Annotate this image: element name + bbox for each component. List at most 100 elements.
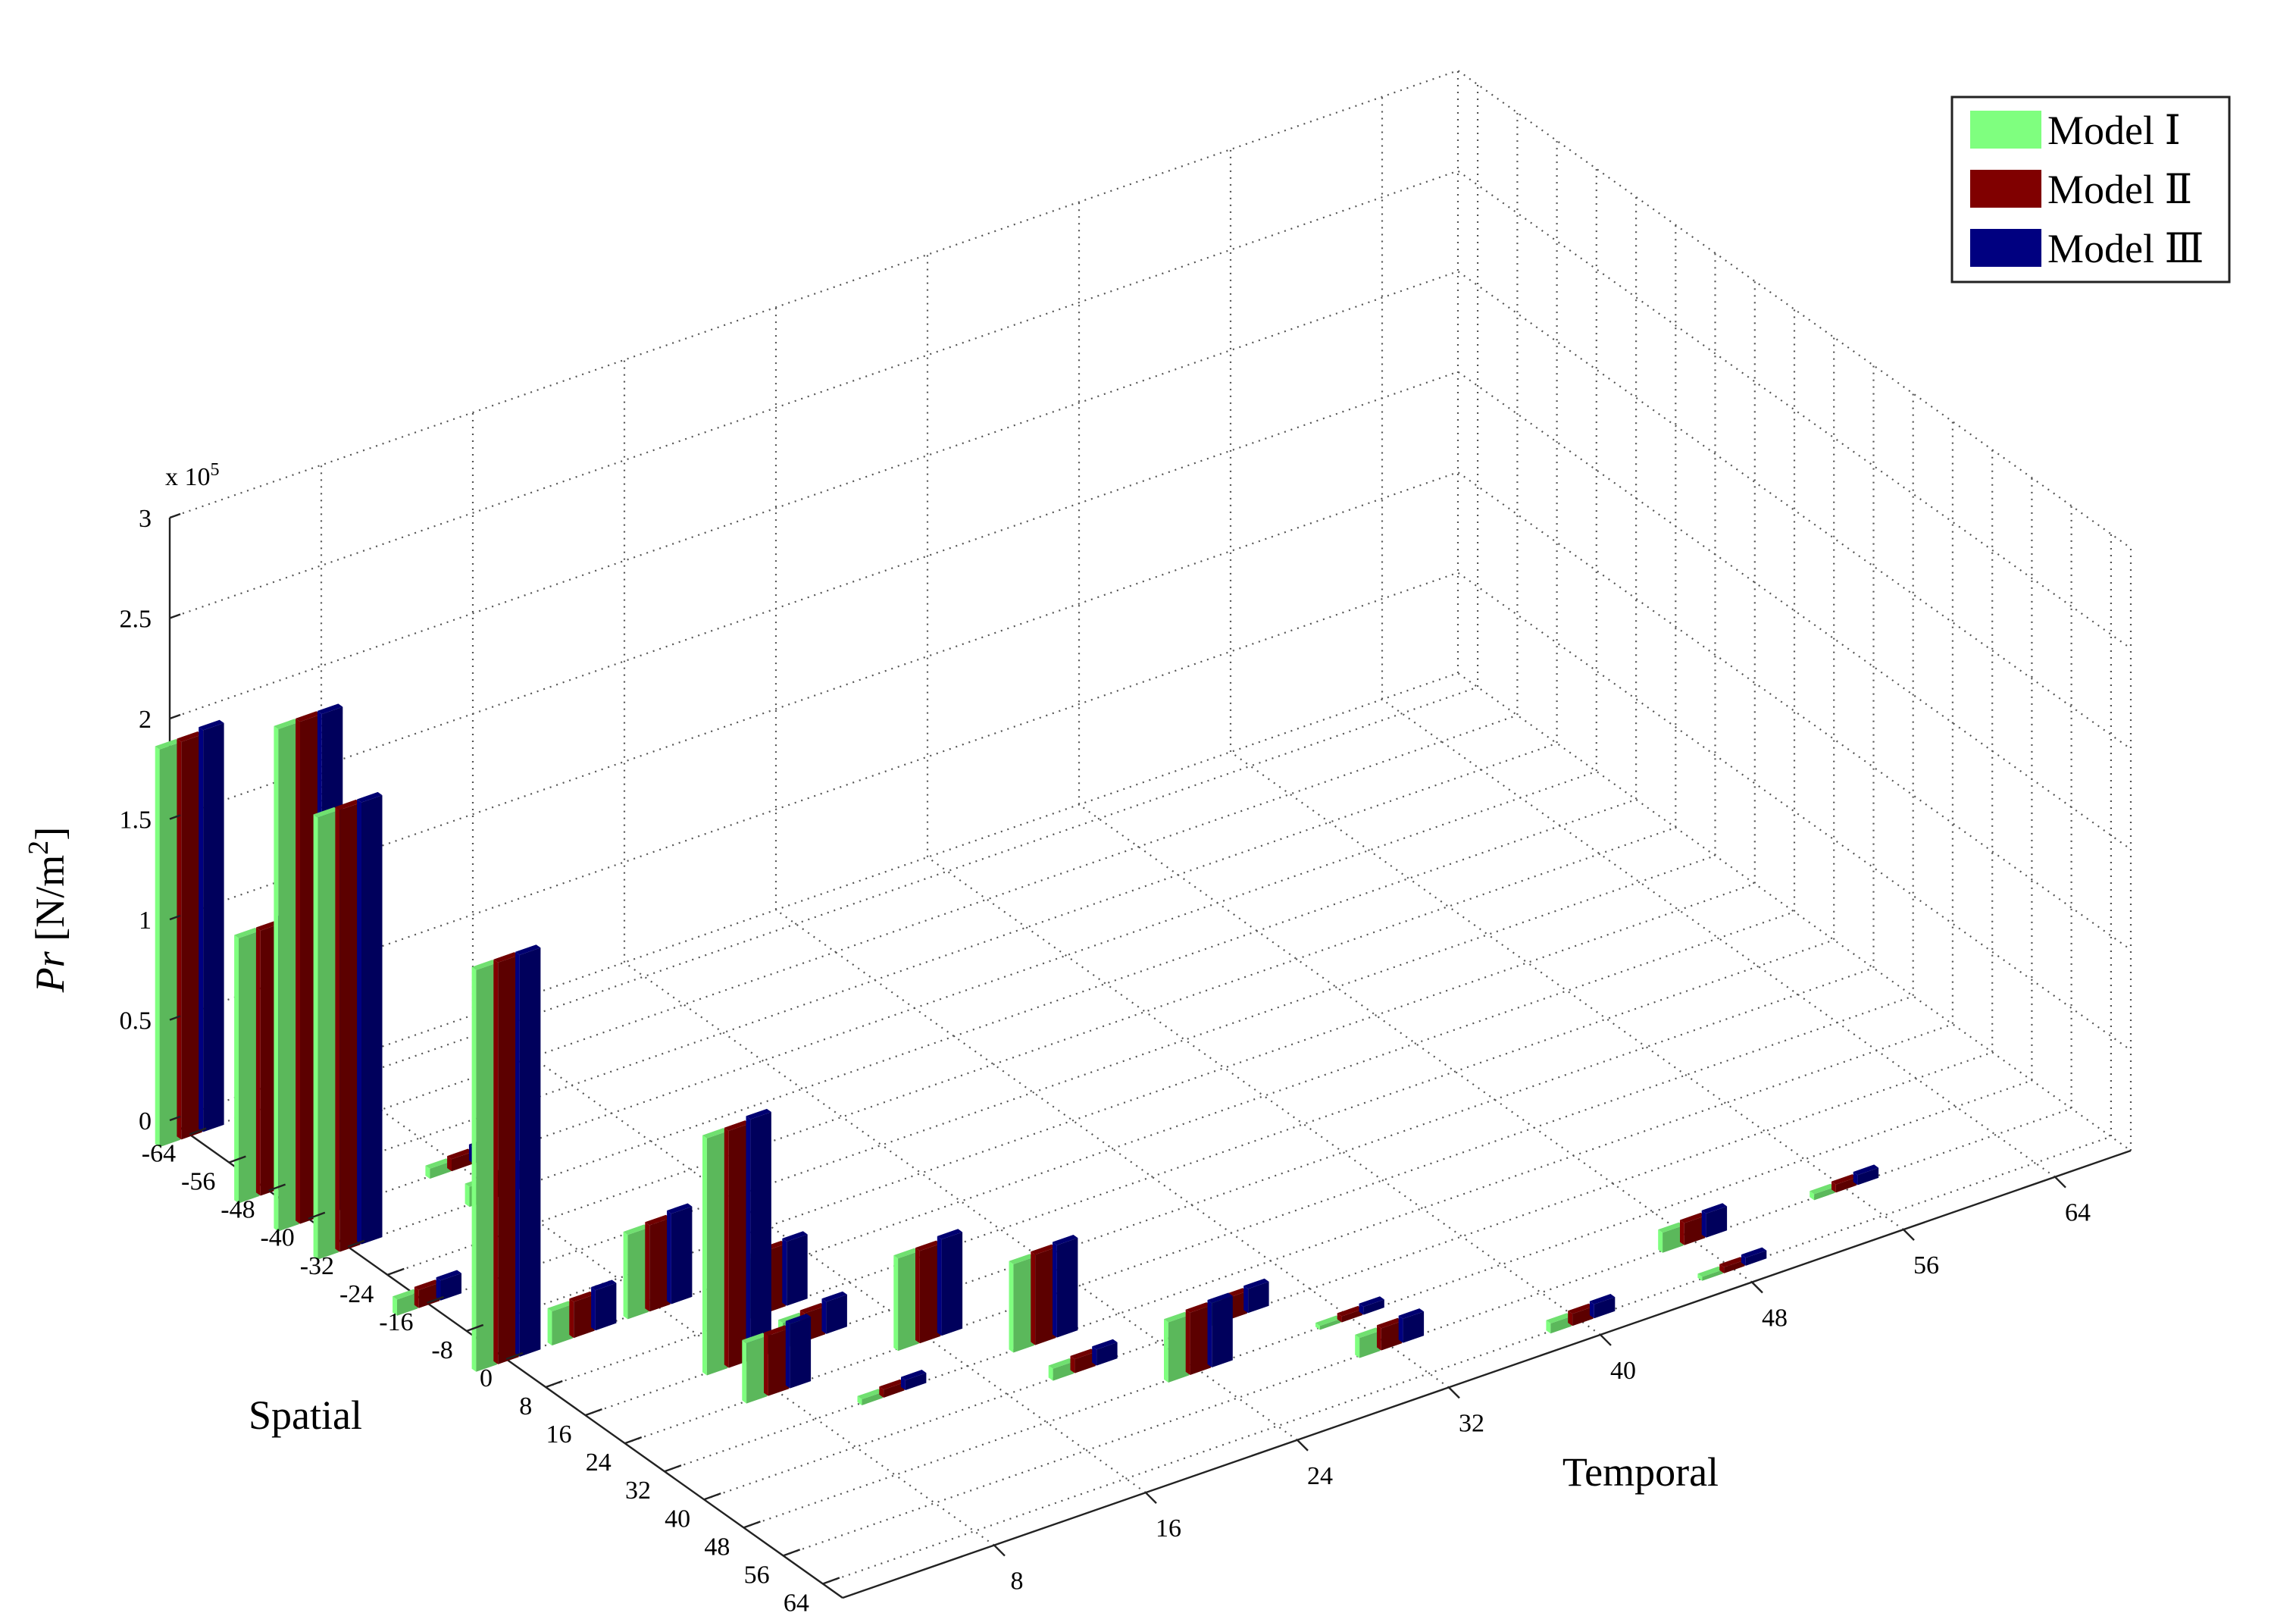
height-grid-line xyxy=(169,270,2132,750)
bar-model-2 xyxy=(915,1240,941,1344)
bar-face-top xyxy=(1053,1235,1078,1245)
spatial-tick xyxy=(427,1295,444,1304)
bar-face-side xyxy=(862,1392,883,1405)
bar-face-side xyxy=(1190,1305,1212,1375)
spatial-tick-label: -48 xyxy=(221,1196,255,1224)
bar-face-front xyxy=(1568,1311,1573,1326)
bar-face-top xyxy=(317,703,343,715)
bar-face-top xyxy=(1009,1254,1034,1264)
floor-grid-line xyxy=(466,280,1756,1332)
bar-face-side xyxy=(1248,1281,1269,1314)
bar-face-top xyxy=(547,1301,573,1312)
bar-face-front xyxy=(1355,1334,1360,1358)
bar-face-front xyxy=(893,1255,899,1351)
bar-model-1 xyxy=(893,1248,919,1351)
spatial-tick xyxy=(308,1211,326,1220)
spatial-tick-label: 32 xyxy=(625,1477,651,1505)
bar-face-top xyxy=(1031,1244,1056,1255)
bar-face-front xyxy=(667,1211,671,1304)
bar-model-3 xyxy=(357,791,383,1245)
spatial-tick xyxy=(347,1239,365,1248)
bar-face-side xyxy=(1035,1247,1056,1345)
bar-model-2 xyxy=(177,731,202,1140)
bar-model-1 xyxy=(1658,1222,1684,1253)
bar-face-front xyxy=(1741,1254,1746,1266)
floor-grid-line xyxy=(189,84,1479,1135)
bar-face-side xyxy=(1341,1309,1363,1323)
z-axis-title: Pr [N/m2] xyxy=(23,827,73,993)
bar-model-2 xyxy=(1831,1174,1857,1193)
bar-face-side xyxy=(595,1283,617,1331)
bar-face-side xyxy=(750,1112,771,1361)
bar-face-front xyxy=(274,725,279,1232)
bar-face-front xyxy=(702,1135,707,1376)
bar-face-side xyxy=(574,1294,595,1339)
bar-face-top xyxy=(778,1312,804,1323)
bar-face-front xyxy=(425,1165,430,1179)
bar-face-top xyxy=(1701,1203,1728,1214)
spatial-tick xyxy=(585,1408,602,1417)
bar-face-front xyxy=(1031,1251,1036,1345)
bar-face-side xyxy=(181,734,202,1140)
bar-model-3 xyxy=(1359,1296,1384,1315)
bar-face-side xyxy=(1724,1260,1745,1273)
bar-model-2 xyxy=(645,1214,671,1312)
legend-swatch-model-3 xyxy=(1970,229,2041,267)
bar-model-2 xyxy=(1070,1348,1096,1373)
bar-face-side xyxy=(706,1131,728,1376)
bar-model-1 xyxy=(425,1158,451,1179)
bar-face-side xyxy=(1381,1320,1403,1351)
spatial-tick xyxy=(624,1436,643,1445)
bar-face-side xyxy=(1168,1314,1190,1383)
spatial-tick-label: -8 xyxy=(431,1336,452,1364)
bar-model-1 xyxy=(471,960,497,1372)
bar-face-side xyxy=(203,722,224,1132)
bar-face-front xyxy=(1697,1273,1703,1281)
bar-face-front xyxy=(296,718,300,1224)
bar-face-front xyxy=(623,1232,628,1320)
bar-face-side xyxy=(1814,1186,1835,1201)
height-grid-line xyxy=(169,471,2132,951)
bar-face-front xyxy=(1546,1320,1551,1334)
bar-face-top xyxy=(1853,1164,1879,1176)
z-tick-label: 0 xyxy=(139,1107,152,1135)
bar-face-front xyxy=(1070,1355,1075,1373)
spatial-tick-label: -64 xyxy=(142,1140,176,1168)
bar-model-1 xyxy=(1009,1254,1034,1353)
bar-face-top xyxy=(1658,1222,1684,1233)
bar-face-top xyxy=(1697,1266,1723,1277)
bar-model-2 xyxy=(1031,1244,1056,1345)
spatial-tick-label: 24 xyxy=(586,1449,612,1477)
floor-grid-line xyxy=(505,309,1796,1361)
bar-model-1 xyxy=(1546,1313,1572,1334)
bar-face-top xyxy=(1164,1311,1190,1323)
spatial-tick-label: 48 xyxy=(704,1533,730,1561)
z-tick-label: 2.5 xyxy=(120,606,152,634)
wall-grid-line xyxy=(774,307,1450,1389)
bar-model-1 xyxy=(155,739,181,1148)
bar-face-top xyxy=(1185,1302,1212,1313)
spatial-tick xyxy=(664,1464,682,1473)
bar-model-3 xyxy=(515,944,541,1357)
spatial-tick-label: 56 xyxy=(744,1561,770,1589)
floor-grid-line xyxy=(347,196,1638,1248)
bar-face-front xyxy=(1831,1181,1836,1193)
bar-face-top xyxy=(393,1289,418,1300)
bar-face-side xyxy=(1053,1361,1074,1381)
bar-face-top xyxy=(234,928,260,938)
bar-face-top xyxy=(1243,1278,1269,1289)
spatial-tick xyxy=(783,1549,801,1557)
height-grid-line xyxy=(169,672,2132,1151)
spatial-tick xyxy=(189,1127,207,1135)
bar-face-side xyxy=(440,1273,461,1301)
bar-face-side xyxy=(552,1304,573,1346)
bar-face-front xyxy=(645,1222,650,1312)
bar-model-2 xyxy=(493,952,519,1364)
bar-face-front xyxy=(1315,1323,1320,1330)
bar-face-side xyxy=(239,931,260,1204)
temporal-tick-label: 16 xyxy=(1156,1514,1181,1543)
bar-model-1 xyxy=(742,1333,768,1404)
bar-face-front xyxy=(447,1156,452,1172)
bar-face-side xyxy=(787,1234,808,1306)
bar-model-3 xyxy=(1092,1339,1118,1366)
